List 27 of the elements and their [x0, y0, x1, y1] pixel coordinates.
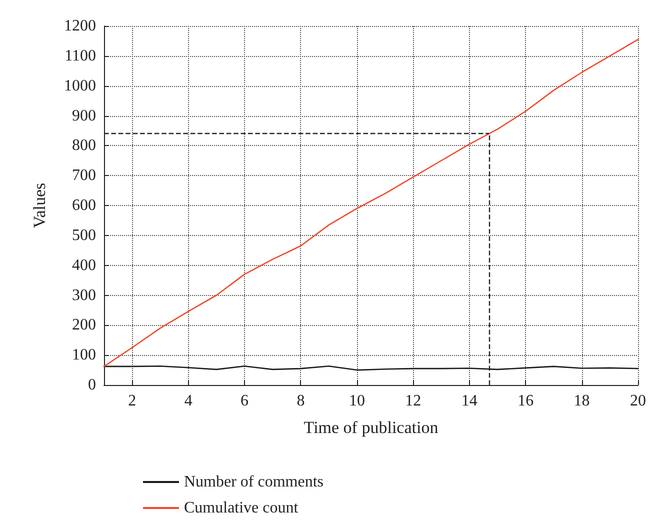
y-tick-label: 300 — [72, 286, 96, 304]
y-tick-label: 1000 — [64, 77, 96, 94]
y-axis-title: Values — [30, 182, 49, 228]
x-axis-title: Time of publication — [304, 418, 439, 437]
y-tick-label: 800 — [72, 137, 96, 154]
x-tick-label: 16 — [518, 392, 534, 410]
y-tick-label: 200 — [72, 316, 96, 334]
x-tick-label: 18 — [574, 392, 590, 410]
x-tick-label: 20 — [630, 392, 646, 410]
x-tick-label: 10 — [348, 392, 365, 410]
x-tick-label: 6 — [240, 392, 249, 410]
y-tick-label: 700 — [72, 167, 96, 184]
y-tick-label: 400 — [72, 256, 96, 274]
x-tick-label: 2 — [128, 392, 136, 410]
x-tick-label: 12 — [405, 392, 422, 410]
legend-label: Cumulative count — [184, 500, 299, 516]
legend-label: Number of comments — [184, 474, 324, 490]
y-tick-label: 1200 — [64, 18, 96, 34]
y-tick-label: 500 — [72, 226, 96, 244]
x-tick-label: 14 — [461, 392, 478, 410]
y-tick-label: 100 — [72, 346, 96, 364]
y-tick-label: 1100 — [64, 47, 96, 64]
x-tick-label: 8 — [296, 392, 305, 410]
y-tick-label: 600 — [72, 197, 96, 214]
x-tick-label: 4 — [184, 392, 192, 410]
y-tick-label: 0 — [88, 376, 96, 394]
y-tick-label: 900 — [72, 107, 96, 124]
